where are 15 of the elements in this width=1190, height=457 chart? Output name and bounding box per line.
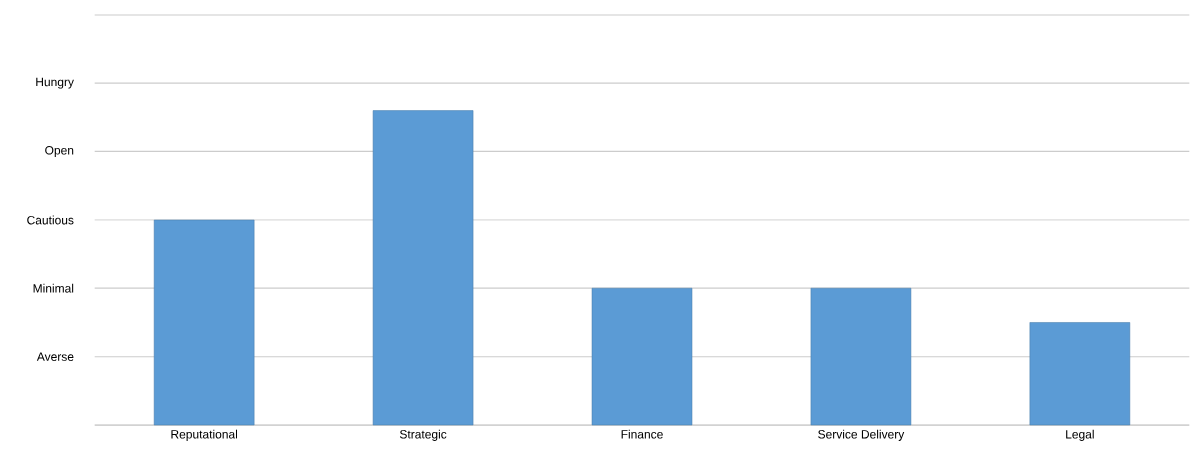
bar — [591, 287, 693, 426]
ref-line-label: Minimal — [33, 283, 74, 293]
ref-line-label: Averse — [36, 352, 74, 361]
ref-line-label: Open — [45, 146, 74, 157]
x-tick-label: Reputational — [171, 429, 238, 441]
ref-line-label: Cautious — [27, 215, 74, 225]
bar — [810, 287, 912, 426]
x-tick-label: Strategic — [399, 429, 447, 441]
bar — [153, 219, 255, 426]
bar — [372, 110, 474, 426]
bar — [1029, 322, 1131, 426]
x-tick-label: Legal — [1066, 429, 1094, 441]
x-tick-label: Finance — [621, 429, 663, 439]
x-tick-label: Service Delivery — [818, 429, 905, 441]
ref-line-label: Hungry — [36, 77, 74, 89]
